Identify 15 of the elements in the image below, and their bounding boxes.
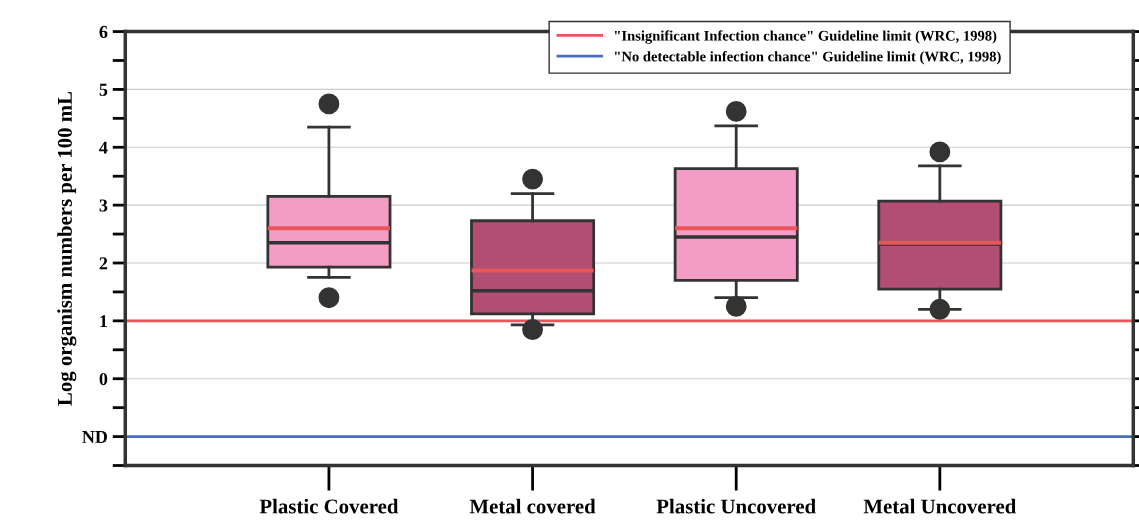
legend-label: "No detectable infection chance" Guideline limit (WRC, 1998) <box>614 51 1001 65</box>
x-tick-label: Metal covered <box>469 498 596 514</box>
x-tick-label: Plastic Covered <box>259 498 399 514</box>
x-tick-label: Plastic Uncovered <box>656 498 816 514</box>
y-tick-label: 2 <box>99 257 108 270</box>
x-tick-label: Metal Uncovered <box>863 498 1017 514</box>
y-tick-label: 0 <box>99 372 108 386</box>
y-tick-label: 5 <box>99 83 108 96</box>
y-axis-title: Log organism numbers per 100 mL <box>57 91 77 406</box>
y-tick-label: 4 <box>99 141 108 154</box>
legend-label: "Insignificant Infection chance" Guideline limit (WRC, 1998) <box>614 30 997 44</box>
y-tick-label: 1 <box>100 315 107 328</box>
y-tick-label: ND <box>82 431 108 443</box>
y-tick-label: 6 <box>99 25 108 38</box>
y-tick-label: 3 <box>99 199 108 212</box>
